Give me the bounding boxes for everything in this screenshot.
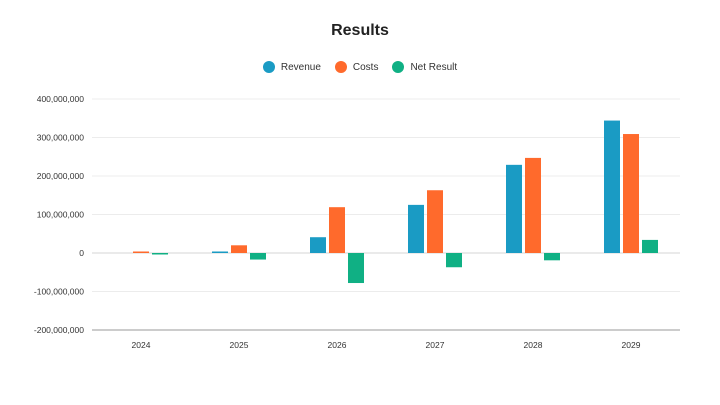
legend-swatch-revenue (262, 61, 275, 73)
legend-swatch-net-result (392, 61, 405, 73)
bar-revenue-2025 (212, 251, 228, 253)
chart-title: Results (331, 22, 389, 39)
bar-costs-2024 (133, 251, 149, 253)
bar-costs-2025 (231, 245, 247, 253)
x-tick-label: 2027 (426, 340, 445, 350)
legend-item-net-result[interactable]: Net Result (392, 61, 457, 73)
y-tick-label: 400,000,000 (37, 94, 85, 104)
legend-label-revenue: Revenue (280, 61, 321, 73)
bar-net-result-2027 (446, 253, 462, 268)
bar-costs-2026 (329, 207, 345, 253)
x-tick-label: 2026 (328, 340, 347, 350)
legend-label-costs: Costs (352, 61, 379, 73)
bar-net-result-2028 (544, 253, 560, 261)
bar-revenue-2029 (604, 120, 620, 253)
legend-label-net-result: Net Result (410, 61, 458, 73)
y-tick-label: -100,000,000 (34, 287, 84, 297)
y-tick-label: 100,000,000 (37, 210, 85, 220)
bar-net-result-2024 (152, 253, 168, 255)
x-tick-label: 2029 (622, 340, 641, 350)
bar-revenue-2028 (506, 164, 522, 253)
legend-item-revenue[interactable]: Revenue (262, 61, 321, 73)
bar-net-result-2029 (642, 239, 658, 253)
bar-net-result-2025 (250, 253, 266, 260)
y-tick-label: 300,000,000 (37, 133, 85, 143)
x-tick-label: 2025 (230, 340, 249, 350)
y-tick-label: 200,000,000 (37, 171, 85, 181)
bar-revenue-2027 (408, 204, 424, 253)
bar-costs-2028 (525, 157, 541, 253)
x-tick-label: 2024 (132, 340, 151, 350)
legend-swatch-costs (334, 61, 347, 73)
bar-revenue-2026 (310, 237, 326, 253)
bar-costs-2029 (623, 134, 639, 253)
chart-legend: Revenue Costs Net Result (0, 61, 720, 73)
bar-costs-2027 (427, 190, 443, 253)
bar-net-result-2026 (348, 253, 364, 284)
y-tick-label: -200,000,000 (34, 325, 84, 335)
x-tick-label: 2028 (524, 340, 543, 350)
legend-item-costs[interactable]: Costs (334, 61, 379, 73)
y-tick-label: 0 (79, 248, 84, 258)
